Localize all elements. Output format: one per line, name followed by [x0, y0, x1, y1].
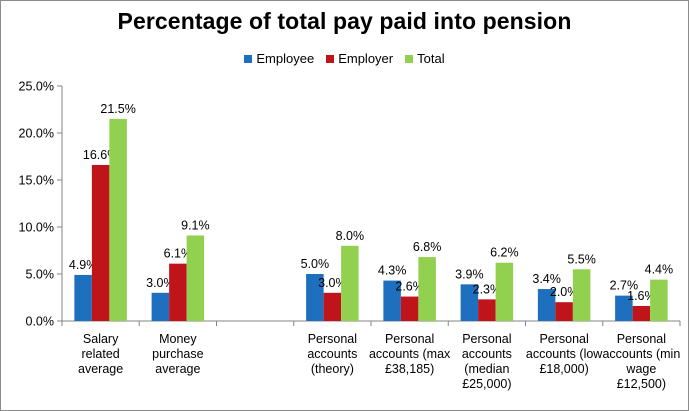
bar-employee	[615, 295, 633, 321]
x-category-label: Personal	[308, 332, 357, 346]
y-tick-label: 10.0%	[19, 221, 54, 235]
bar-employer	[632, 305, 651, 321]
legend-swatch-total	[405, 54, 414, 63]
bar-employer	[400, 296, 419, 321]
data-label: 3.4%	[532, 272, 561, 286]
x-category-label: accounts (min	[602, 347, 680, 361]
data-label: 3.0%	[318, 276, 347, 290]
data-label: 4.4%	[645, 263, 674, 277]
legend-label-employer: Employer	[338, 51, 394, 66]
bar-employee	[151, 292, 170, 321]
x-category-label: £12,500)	[617, 377, 666, 391]
data-label: 2.0%	[550, 285, 579, 299]
x-category-label: £25,000)	[462, 377, 511, 391]
x-category-label: accounts	[307, 347, 357, 361]
legend-label-employee: Employee	[256, 51, 315, 66]
x-category-label: Personal	[385, 332, 434, 346]
bar-total	[186, 235, 205, 321]
x-category-label: £18,000)	[539, 362, 588, 376]
bar-total	[341, 245, 359, 321]
bar-total	[495, 262, 514, 321]
x-category-label: Salary	[83, 332, 119, 346]
data-label: 1.6%	[627, 289, 656, 303]
x-category-label: (theory)	[311, 362, 354, 376]
legend-swatch-employer	[326, 54, 335, 63]
x-category-label: (median	[464, 362, 509, 376]
bar-employer	[555, 302, 573, 321]
x-category-label: Personal	[617, 332, 666, 346]
y-tick-label: 5.0%	[26, 268, 55, 282]
bar-employee	[460, 284, 479, 321]
data-label: 6.1%	[164, 247, 193, 261]
x-category-label: accounts (max	[369, 347, 451, 361]
data-label: 4.3%	[378, 264, 407, 278]
data-label: 4.9%	[69, 258, 98, 272]
bar-total	[418, 257, 436, 321]
legend-item-total: Total	[405, 51, 445, 66]
y-tick-label: 25.0%	[19, 80, 54, 94]
legend-item-employee: Employee	[244, 51, 314, 66]
x-category-label: wage	[625, 362, 656, 376]
bar-employee	[383, 280, 401, 321]
data-label: 21.5%	[100, 102, 135, 116]
data-label: 8.0%	[336, 229, 365, 243]
x-category-label: purchase	[152, 347, 203, 361]
data-label: 5.0%	[301, 257, 330, 271]
y-tick-label: 0.0%	[26, 315, 55, 329]
x-category-label: average	[155, 362, 200, 376]
legend: Employee Employer Total	[0, 51, 689, 66]
x-category-label: accounts	[462, 347, 512, 361]
bar-employer	[478, 299, 496, 321]
x-category-label: Money	[159, 332, 197, 346]
bar-total	[572, 269, 591, 321]
legend-swatch-employee	[244, 54, 253, 63]
bar-total	[109, 118, 127, 322]
x-category-label: Personal	[462, 332, 511, 346]
legend-item-employer: Employer	[326, 51, 393, 66]
x-category-label: accounts (low	[526, 347, 603, 361]
data-label: 2.6%	[395, 280, 424, 294]
bar-employer	[323, 292, 342, 321]
bar-employer	[91, 164, 110, 321]
bar-employer	[169, 263, 187, 321]
bar-total	[650, 279, 668, 321]
x-category-label: £38,185)	[385, 362, 434, 376]
x-category-label: Personal	[539, 332, 588, 346]
data-label: 2.7%	[610, 279, 639, 293]
chart-title: Percentage of total pay paid into pensio…	[117, 8, 572, 34]
bar-employee	[306, 274, 324, 321]
data-label: 2.3%	[473, 282, 502, 296]
data-label: 3.9%	[455, 267, 484, 281]
legend-label-total: Total	[417, 51, 445, 66]
bar-employee	[74, 274, 92, 321]
x-category-label: related	[82, 347, 120, 361]
x-category-label: average	[78, 362, 123, 376]
data-label: 9.1%	[181, 218, 210, 232]
data-label: 6.8%	[413, 240, 442, 254]
data-label: 5.5%	[567, 252, 596, 266]
data-label: 3.0%	[146, 276, 175, 290]
bar-employee	[537, 289, 556, 321]
y-tick-label: 15.0%	[19, 174, 54, 188]
data-label: 6.2%	[490, 246, 519, 260]
y-tick-label: 20.0%	[19, 127, 54, 141]
